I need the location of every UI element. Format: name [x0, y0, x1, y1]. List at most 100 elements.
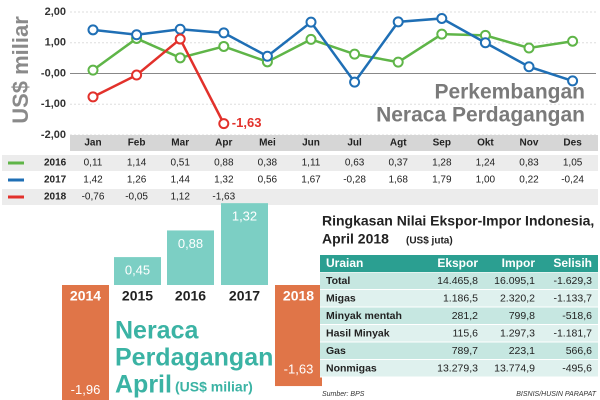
x-tick-label: Agt: [390, 138, 407, 149]
table-cell: 223,1: [509, 345, 535, 357]
table-header: Ekspor: [437, 256, 478, 270]
table-cell: 16.095,1: [494, 275, 535, 287]
category-label: 2016: [175, 288, 206, 304]
table-value: 1,24: [476, 158, 496, 169]
table-value: 1,79: [432, 175, 452, 186]
x-tick-label: Jun: [302, 138, 320, 149]
point: [479, 37, 491, 49]
x-tick-label: Jan: [84, 138, 101, 149]
table-row-bg: [320, 360, 598, 377]
x-tick-label: Feb: [128, 138, 146, 149]
table-cell: -518,6: [562, 310, 592, 322]
value-label: -1,96: [71, 382, 101, 397]
point: [523, 61, 535, 73]
table-cell: 566,6: [566, 345, 592, 357]
table-cell: 281,2: [452, 310, 478, 322]
table-value: 0,38: [258, 158, 278, 169]
x-tick-label: Okt: [477, 138, 494, 149]
point: [567, 35, 579, 47]
legend-label: 2017: [44, 175, 67, 186]
point: [218, 118, 230, 130]
table-value: 1,00: [476, 175, 496, 186]
series-line: [92, 32, 573, 72]
point: [349, 76, 361, 88]
table-header: Impor: [502, 256, 536, 270]
table-title: Ringkasan Nilai Ekspor-Impor Indonesia,: [322, 213, 594, 229]
table-value: 0,56: [258, 175, 278, 186]
table-row-bg: [320, 325, 598, 342]
point: [523, 42, 535, 54]
table-value: 1,05: [563, 158, 583, 169]
table-cell: 14.465,8: [437, 275, 478, 287]
point: [87, 24, 99, 36]
table-value: 0,63: [345, 158, 365, 169]
table-cell: -1.629,3: [553, 275, 592, 287]
bar: [62, 285, 109, 400]
table-value: 1,44: [170, 175, 190, 186]
table-cell: Gas: [326, 345, 346, 357]
point: [436, 28, 448, 40]
table-cell: Nonmigas: [326, 362, 377, 374]
line-title: Neraca Perdagangan: [376, 104, 585, 127]
table-cell: -1.133,7: [553, 292, 592, 304]
table-cell: 1.297,3: [500, 327, 535, 339]
x-tick-label: Jul: [347, 138, 362, 149]
bar: [221, 203, 268, 285]
value-label: 0,45: [125, 263, 150, 278]
table-value: -0,76: [82, 192, 105, 203]
table-value: 1,14: [127, 158, 147, 169]
table-cell: 1.186,5: [443, 292, 478, 304]
table-value: -0,24: [561, 175, 584, 186]
category-label: 2017: [229, 288, 260, 304]
x-tick-label: Mei: [259, 138, 276, 149]
table-row-bg: [320, 307, 598, 325]
table-value: 1,11: [302, 158, 321, 169]
point: [392, 16, 404, 28]
bar: [167, 230, 214, 285]
point: [87, 91, 99, 103]
table-unit: (US$ juta): [406, 236, 453, 247]
table-value: 1,12: [170, 192, 190, 203]
table-cell: 115,6: [453, 327, 479, 339]
table-row-bg: [320, 290, 598, 307]
table-title: April 2018: [322, 231, 389, 247]
table-cell: Migas: [326, 292, 356, 304]
legend-label: 2016: [44, 158, 67, 169]
bar: [114, 257, 161, 285]
category-label: 2018: [283, 288, 314, 304]
table-cell: Total: [326, 275, 350, 287]
point: [567, 75, 579, 87]
value-label: -1,63: [284, 361, 314, 376]
y-axis-label: US$ miliar: [8, 16, 33, 124]
bar-title: Neraca: [115, 317, 199, 345]
y-tick-label: 2,00: [45, 6, 66, 18]
point: [261, 50, 273, 62]
x-tick-label: Mar: [171, 138, 189, 149]
point: [87, 64, 99, 76]
category-label: 2014: [70, 288, 101, 304]
bar: [275, 285, 322, 387]
y-tick-label: 1,00: [45, 37, 66, 49]
table-value: 1,42: [83, 175, 103, 186]
table-value: 0,88: [214, 158, 234, 169]
table-value: 0,51: [170, 158, 190, 169]
point: [349, 48, 361, 60]
row-bg: [2, 155, 598, 171]
table-value: 0,83: [519, 158, 539, 169]
table-cell: 13.279,3: [437, 362, 478, 374]
y-tick-label: -0,00: [41, 67, 66, 79]
table-cell: -495,6: [562, 362, 592, 374]
x-tick-label: Des: [563, 138, 582, 149]
table-value: 1,67: [301, 175, 321, 186]
table-header: Selisih: [553, 256, 592, 270]
y-tick-label: -2,00: [41, 129, 66, 141]
table-row-bg: [320, 342, 598, 360]
table-value: 1,32: [214, 175, 234, 186]
value-label: 0,88: [178, 236, 203, 251]
table-cell: 789,7: [452, 345, 478, 357]
point: [131, 69, 143, 81]
point: [174, 23, 186, 35]
series-line: [92, 17, 573, 85]
series-line: [92, 37, 225, 125]
